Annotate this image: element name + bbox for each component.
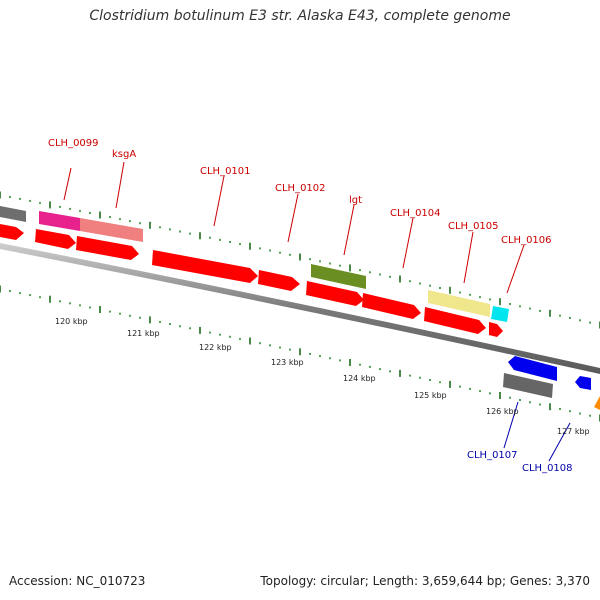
gene-label-clh-0107[interactable]: CLH_0107 bbox=[467, 450, 518, 461]
scale-tick-track bbox=[0, 285, 600, 422]
accession-text: Accession: NC_010723 bbox=[9, 574, 146, 588]
genome-summary-text: Topology: circular; Length: 3,659,644 bp… bbox=[260, 574, 590, 588]
scale-labels: 120 kbp 121 kbp 122 kbp 123 kbp 124 kbp … bbox=[55, 317, 590, 436]
gene-feature-partial-red[interactable] bbox=[0, 224, 24, 240]
kbp-label-124: 124 kbp bbox=[343, 374, 376, 383]
gene-label-clh-0099[interactable]: CLH_0099 bbox=[48, 138, 99, 149]
gene-feature-partial-gray[interactable] bbox=[0, 206, 26, 222]
gene-label-lgt[interactable]: lgt bbox=[349, 195, 362, 206]
gene-feature-clh-0099[interactable] bbox=[39, 211, 80, 231]
kbp-label-126: 126 kbp bbox=[486, 407, 519, 416]
gene-feature-clh-0101[interactable] bbox=[152, 250, 258, 283]
gene-labels: CLH_0099 ksgA CLH_0101 CLH_0102 lgt CLH_… bbox=[48, 138, 573, 474]
genome-backbone bbox=[0, 243, 600, 374]
gene-feature-blue-1[interactable] bbox=[508, 356, 557, 381]
outer-tick-track bbox=[0, 191, 600, 329]
kbp-label-120: 120 kbp bbox=[55, 317, 88, 326]
gene-feature-clh-0104[interactable] bbox=[362, 293, 421, 319]
gene-feature-red-4[interactable] bbox=[424, 307, 486, 334]
kbp-label-127: 127 kbp bbox=[557, 427, 590, 436]
gene-feature-clh-0102[interactable] bbox=[258, 270, 300, 291]
gene-feature-clh-0108[interactable] bbox=[575, 376, 591, 390]
gene-feature-red-3[interactable] bbox=[306, 281, 364, 306]
gene-feature-red-1[interactable] bbox=[35, 229, 76, 249]
gene-label-clh-0102[interactable]: CLH_0102 bbox=[275, 183, 326, 194]
gene-feature-orange[interactable] bbox=[594, 396, 600, 410]
gene-label-clh-0101[interactable]: CLH_0101 bbox=[200, 166, 251, 177]
gene-feature-red-5[interactable] bbox=[489, 322, 503, 337]
gene-feature-ksga[interactable] bbox=[80, 218, 143, 242]
gene-feature-clh-0105[interactable] bbox=[428, 290, 490, 317]
map-title: Clostridium botulinum E3 str. Alaska E43… bbox=[89, 8, 511, 24]
gene-label-clh-0108[interactable]: CLH_0108 bbox=[522, 463, 573, 474]
kbp-label-123: 123 kbp bbox=[271, 358, 304, 367]
gene-feature-lgt[interactable] bbox=[311, 264, 366, 289]
gene-label-ksga[interactable]: ksgA bbox=[112, 149, 136, 160]
kbp-label-122: 122 kbp bbox=[199, 343, 232, 352]
kbp-label-121: 121 kbp bbox=[127, 329, 160, 338]
gene-label-clh-0105[interactable]: CLH_0105 bbox=[448, 221, 499, 232]
kbp-label-125: 125 kbp bbox=[414, 391, 447, 400]
gene-feature-red-2[interactable] bbox=[76, 236, 139, 260]
gene-label-clh-0106[interactable]: CLH_0106 bbox=[501, 235, 552, 246]
label-leader-lines bbox=[63, 161, 571, 462]
feature-track bbox=[0, 206, 600, 410]
gene-feature-clh-0106[interactable] bbox=[491, 306, 509, 322]
gene-label-clh-0104[interactable]: CLH_0104 bbox=[390, 208, 441, 219]
gene-feature-clh-0107[interactable] bbox=[503, 373, 553, 398]
